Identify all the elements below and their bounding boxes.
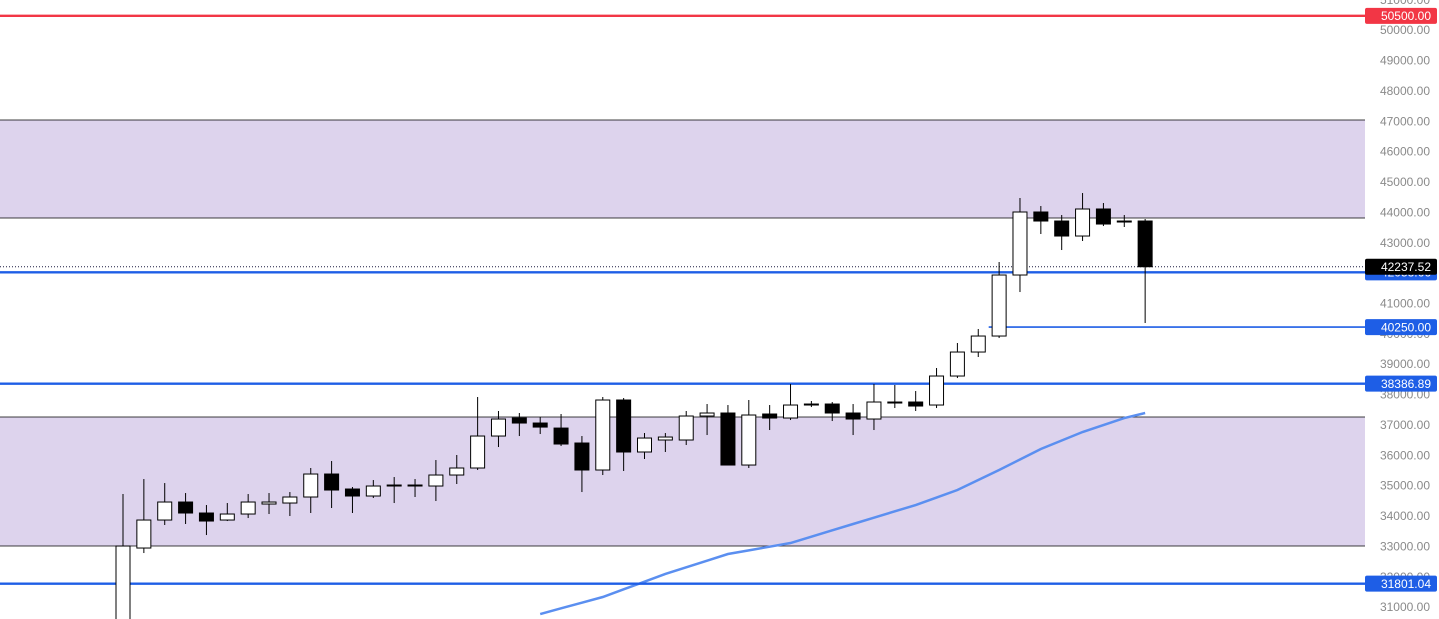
level-label: 31801.04 <box>1381 577 1431 591</box>
y-tick-label: 39000.00 <box>1380 357 1430 371</box>
candle-body <box>595 399 611 471</box>
candle-body <box>198 512 214 522</box>
candle-body <box>1075 208 1091 237</box>
y-tick-label: 50000.00 <box>1380 23 1430 37</box>
candle-body <box>616 399 632 453</box>
level-label-bg <box>1365 375 1437 392</box>
candle-body <box>1095 208 1111 225</box>
candle-body <box>282 496 298 504</box>
level-label-bg <box>1365 575 1437 592</box>
candle-body <box>511 417 527 424</box>
candle-body <box>1054 220 1070 237</box>
y-tick-label: 43000.00 <box>1380 236 1430 250</box>
candle-body <box>970 335 986 353</box>
candle-body <box>741 414 757 466</box>
candle-body <box>824 403 840 414</box>
candle-body <box>762 413 778 419</box>
candle-body <box>553 427 569 445</box>
candle-body <box>490 418 506 437</box>
candle-body <box>908 401 924 407</box>
candle-body <box>803 403 819 406</box>
y-tick-label: 51000.00 <box>1380 0 1430 7</box>
candle-body <box>115 545 131 619</box>
y-tick-label: 35000.00 <box>1380 479 1430 493</box>
level-label-bg <box>1365 7 1437 24</box>
y-tick-label: 48000.00 <box>1380 84 1430 98</box>
level-label: 38386.89 <box>1381 377 1431 391</box>
y-tick-label: 36000.00 <box>1380 448 1430 462</box>
candle-body <box>303 473 319 498</box>
candle-body <box>1033 211 1049 222</box>
level-label: 40250.00 <box>1381 320 1431 334</box>
candle-body <box>678 415 694 441</box>
candle-body <box>219 513 235 521</box>
candle-body <box>783 404 799 419</box>
candle-body <box>1116 220 1132 223</box>
candle-body <box>386 484 402 487</box>
candle-body <box>1137 220 1153 268</box>
y-tick-label: 41000.00 <box>1380 296 1430 310</box>
candle-body <box>449 467 465 476</box>
y-tick-label: 31000.00 <box>1380 600 1430 614</box>
candle-body <box>845 412 861 420</box>
y-tick-label: 46000.00 <box>1380 145 1430 159</box>
candle-body <box>157 501 173 521</box>
candle-body <box>929 375 945 406</box>
last-price-label: 42237.52 <box>1381 260 1431 274</box>
candle-body <box>574 442 590 471</box>
y-tick-label: 45000.00 <box>1380 175 1430 189</box>
candle-body <box>344 488 360 497</box>
y-tick-label: 34000.00 <box>1380 509 1430 523</box>
candle-body <box>991 274 1007 337</box>
candle-body <box>136 519 152 549</box>
candle-body <box>1012 211 1028 276</box>
candle-body <box>365 485 381 497</box>
candle-body <box>657 436 673 441</box>
candle-body <box>532 422 548 428</box>
y-tick-label: 37000.00 <box>1380 418 1430 432</box>
candle-body <box>866 401 882 420</box>
y-tick-label: 33000.00 <box>1380 539 1430 553</box>
candle-body <box>470 435 486 469</box>
candle-body <box>178 501 194 514</box>
candle-body <box>949 351 965 377</box>
level-label-bg <box>1365 319 1437 336</box>
level-label: 50500.00 <box>1381 9 1431 23</box>
last-price-label-bg <box>1365 258 1437 275</box>
candle-body <box>407 484 423 487</box>
candle-body <box>720 412 736 466</box>
candle-body <box>240 501 256 515</box>
candle-body <box>887 401 903 404</box>
candle-body <box>261 501 277 505</box>
candle-body <box>699 412 715 417</box>
y-tick-label: 49000.00 <box>1380 54 1430 68</box>
y-tick-label: 47000.00 <box>1380 114 1430 128</box>
candle-body <box>428 474 444 487</box>
candle-body <box>324 473 340 491</box>
zone <box>0 120 1365 219</box>
y-tick-label: 44000.00 <box>1380 205 1430 219</box>
candle-body <box>637 437 652 453</box>
